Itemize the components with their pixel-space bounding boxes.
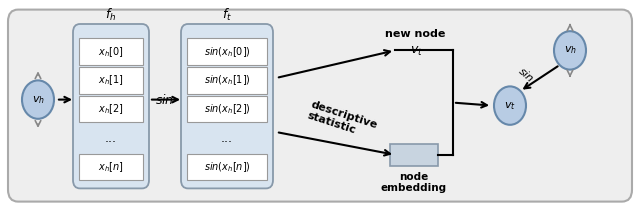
FancyBboxPatch shape xyxy=(73,24,149,188)
Text: $x_h[n]$: $x_h[n]$ xyxy=(98,160,124,174)
FancyBboxPatch shape xyxy=(79,154,143,180)
Text: $v_h$: $v_h$ xyxy=(31,94,45,105)
Text: ...: ... xyxy=(105,131,117,144)
FancyBboxPatch shape xyxy=(187,38,267,65)
Circle shape xyxy=(554,31,586,70)
Text: $x_h[2]$: $x_h[2]$ xyxy=(98,102,124,116)
Text: $sin(x_h[0])$: $sin(x_h[0])$ xyxy=(204,45,250,59)
Text: $v_t$: $v_t$ xyxy=(410,45,424,58)
FancyBboxPatch shape xyxy=(181,24,273,188)
Circle shape xyxy=(22,80,54,119)
Text: $sin(x_h[2])$: $sin(x_h[2])$ xyxy=(204,102,250,116)
Text: new node: new node xyxy=(385,29,445,39)
FancyBboxPatch shape xyxy=(79,38,143,65)
Text: $v_h$: $v_h$ xyxy=(563,45,577,56)
Text: node
embedding: node embedding xyxy=(381,172,447,193)
Text: ...: ... xyxy=(221,131,233,144)
FancyBboxPatch shape xyxy=(187,96,267,122)
Text: descriptive
statistic: descriptive statistic xyxy=(306,99,379,141)
Text: $sin(x_h[1])$: $sin(x_h[1])$ xyxy=(204,74,250,87)
Circle shape xyxy=(494,86,526,125)
FancyBboxPatch shape xyxy=(8,10,632,202)
FancyBboxPatch shape xyxy=(390,144,438,166)
Text: $f_h$: $f_h$ xyxy=(106,7,116,23)
Text: $f_t$: $f_t$ xyxy=(222,7,232,23)
FancyBboxPatch shape xyxy=(187,67,267,94)
Text: $sin$: $sin$ xyxy=(156,93,175,107)
Text: $sin$: $sin$ xyxy=(516,64,536,85)
FancyBboxPatch shape xyxy=(79,67,143,94)
Text: $v_t$: $v_t$ xyxy=(504,100,516,112)
Text: $x_h[0]$: $x_h[0]$ xyxy=(98,45,124,59)
Text: $sin(x_h[n])$: $sin(x_h[n])$ xyxy=(204,160,250,174)
Text: $x_h[1]$: $x_h[1]$ xyxy=(98,74,124,87)
FancyBboxPatch shape xyxy=(79,96,143,122)
FancyBboxPatch shape xyxy=(187,154,267,180)
